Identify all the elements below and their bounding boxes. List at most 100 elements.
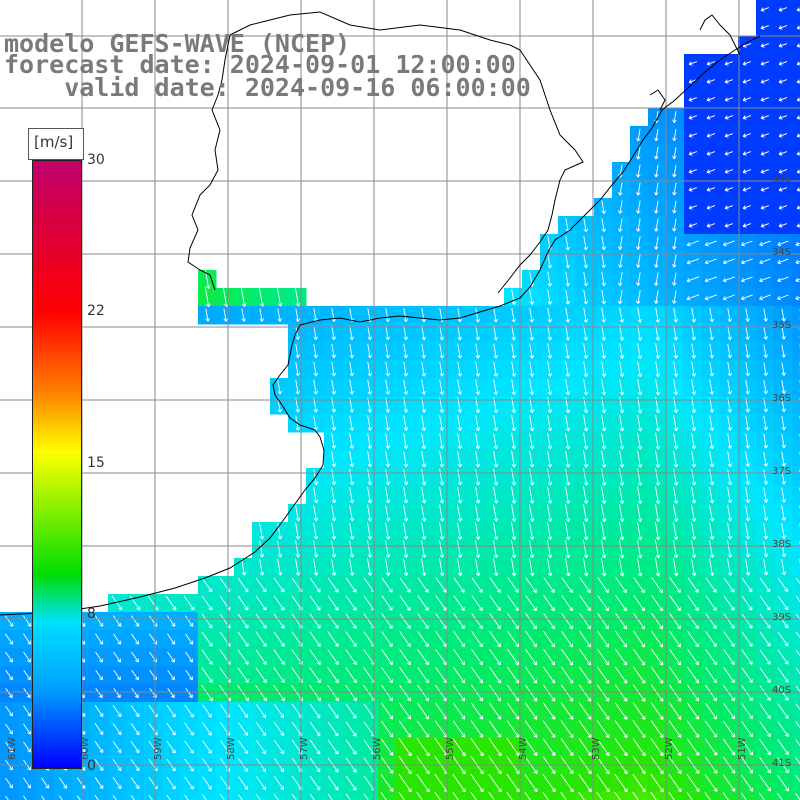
- wind-arrow: [23, 688, 31, 699]
- wind-arrow: [488, 791, 495, 800]
- wind-arrow: [421, 468, 427, 486]
- wind-arrow: [709, 540, 715, 558]
- wind-arrow: [596, 791, 603, 800]
- wind-arrow: [493, 307, 498, 323]
- wind-arrow: [687, 577, 699, 593]
- wind-arrow: [723, 631, 735, 647]
- wind-arrow: [398, 773, 412, 793]
- wind-arrow: [277, 379, 282, 395]
- wind-arrow: [636, 521, 643, 541]
- wind-arrow: [596, 666, 610, 684]
- wind-arrow: [724, 205, 734, 210]
- wind-arrow: [22, 633, 32, 645]
- wind-cell: [666, 792, 685, 800]
- wind-arrow: [583, 414, 589, 432]
- wind-arrow: [636, 290, 641, 305]
- wind-arrow: [403, 361, 409, 377]
- wind-arrow: [724, 187, 734, 192]
- wind-arrow: [507, 630, 519, 648]
- colorbar-label-22: 22: [87, 303, 105, 319]
- wind-cell: [792, 432, 800, 451]
- wind-arrow: [273, 649, 285, 665]
- wind-arrow: [313, 344, 318, 359]
- wind-arrow: [475, 325, 481, 341]
- wind-arrow: [403, 486, 409, 504]
- wind-arrow: [309, 703, 321, 719]
- wind-arrow: [524, 738, 538, 756]
- wind-arrow: [578, 720, 592, 738]
- wind-arrow: [529, 325, 535, 341]
- wind-arrow: [148, 794, 153, 800]
- wind-arrow: [583, 361, 589, 377]
- wind-arrow: [367, 451, 373, 468]
- wind-arrow: [619, 325, 625, 341]
- wind-arrow: [471, 577, 483, 593]
- wind-arrow: [309, 721, 321, 737]
- wind-arrow: [723, 702, 735, 720]
- wind-arrow: [130, 776, 140, 790]
- wind-arrow: [637, 414, 643, 432]
- wind-arrow: [241, 308, 246, 322]
- wind-arrow: [654, 539, 661, 559]
- wind-arrow: [403, 343, 409, 359]
- wind-arrow: [543, 577, 555, 593]
- wind-arrow: [673, 486, 679, 504]
- wind-arrow: [403, 325, 408, 341]
- wind-arrow: [238, 704, 248, 718]
- wind-arrow: [507, 648, 520, 666]
- wind-arrow: [23, 741, 32, 753]
- wind-arrow: [547, 379, 553, 396]
- wind-arrow: [724, 115, 734, 120]
- wind-arrow: [255, 577, 267, 593]
- wind-arrow: [705, 595, 717, 611]
- wind-arrow: [511, 540, 517, 559]
- wind-arrow: [600, 522, 607, 541]
- wind-arrow: [489, 595, 501, 611]
- wind-arrow: [651, 630, 664, 648]
- wind-arrow: [741, 649, 753, 665]
- wind-arrow: [596, 684, 610, 702]
- wind-arrow: [367, 558, 373, 576]
- wind-arrow: [277, 540, 283, 558]
- wind-arrow: [488, 737, 502, 757]
- wind-arrow: [601, 254, 606, 269]
- wind-arrow: [560, 666, 574, 684]
- wind-arrow: [781, 344, 786, 358]
- wind-cell: [792, 540, 800, 559]
- wind-arrow: [686, 720, 700, 738]
- wind-arrow: [763, 505, 769, 522]
- wind-arrow: [385, 486, 391, 504]
- wind-arrow: [760, 133, 770, 138]
- wind-arrow: [331, 379, 337, 395]
- wind-arrow: [614, 720, 628, 738]
- wind-arrow: [148, 776, 158, 790]
- wind-arrow: [475, 343, 481, 359]
- wind-arrow: [345, 667, 357, 684]
- wind-arrow: [560, 738, 574, 756]
- wind-arrow: [565, 361, 571, 377]
- wind-arrow: [453, 648, 465, 666]
- wind-arrow: [565, 414, 571, 432]
- wind-arrow: [614, 666, 628, 684]
- wind-arrow: [619, 468, 625, 486]
- wind-arrow: [763, 326, 768, 340]
- wind-arrow: [331, 343, 336, 359]
- wind-arrow: [673, 343, 679, 359]
- wind-arrow: [564, 557, 571, 577]
- wind-arrow: [380, 792, 387, 800]
- wind-arrow: [547, 468, 553, 486]
- wind-arrow: [760, 115, 770, 120]
- wind-cell: [270, 792, 289, 800]
- wind-cell: [792, 162, 800, 181]
- wind-arrow: [184, 794, 189, 800]
- wind-arrow: [704, 258, 717, 265]
- wind-arrow: [112, 723, 122, 736]
- wind-arrow: [475, 504, 481, 522]
- wind-arrow: [601, 307, 607, 323]
- wind-arrow: [112, 741, 122, 754]
- wind-arrow: [506, 773, 520, 793]
- wind-arrow: [256, 704, 267, 719]
- colorbar-unit-box: [28, 128, 84, 160]
- wind-arrow: [457, 307, 462, 323]
- wind-arrow: [493, 504, 499, 522]
